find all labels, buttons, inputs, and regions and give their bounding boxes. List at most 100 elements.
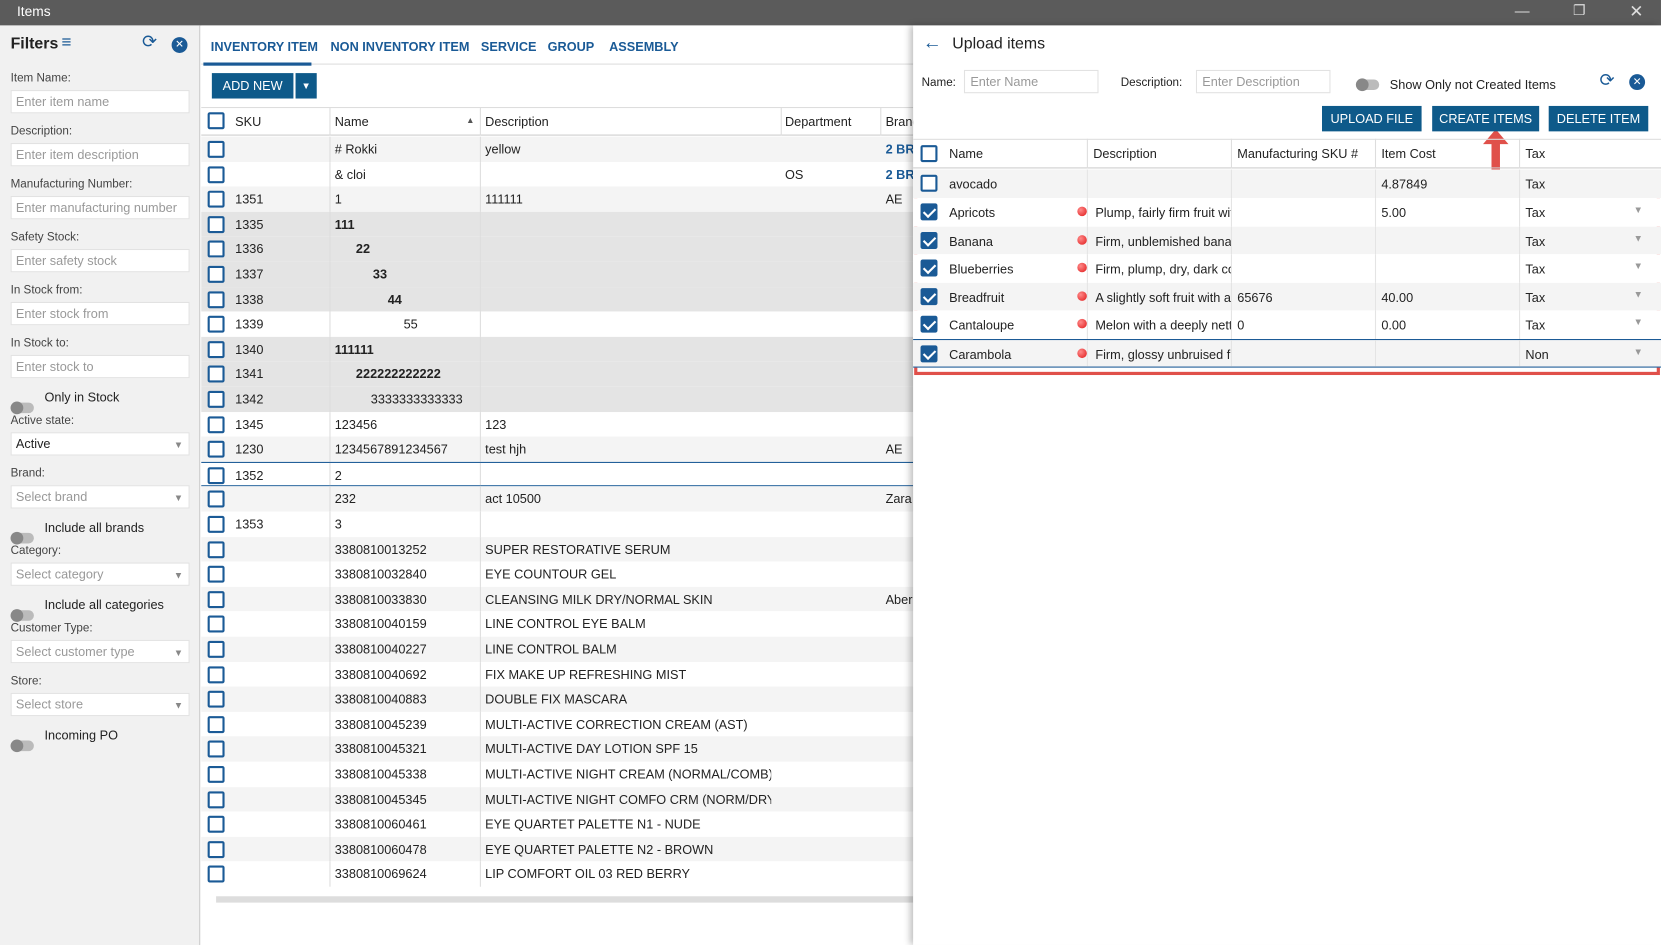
checkbox[interactable] [208, 291, 225, 308]
checkbox[interactable] [208, 467, 225, 484]
checkbox[interactable] [208, 716, 225, 733]
checkbox[interactable] [921, 345, 938, 362]
column-header[interactable]: Tax [1525, 145, 1545, 162]
checkbox[interactable] [208, 516, 225, 533]
text-input[interactable]: Enter manufacturing number [11, 196, 190, 219]
table-row[interactable]: 13511111111AE [201, 187, 913, 212]
checkbox[interactable] [208, 491, 225, 508]
checkbox[interactable] [208, 591, 225, 608]
checkbox[interactable] [921, 145, 938, 162]
checkbox[interactable] [208, 441, 225, 458]
clear-icon[interactable]: ✕ [172, 37, 188, 53]
dropdown[interactable]: Active▼ [11, 432, 190, 455]
tab[interactable]: SERVICE [481, 38, 537, 55]
checkbox[interactable] [921, 316, 938, 333]
table-row[interactable]: 3380810040227LINE CONTROL BALM [201, 637, 913, 662]
text-input[interactable]: Enter safety stock [11, 249, 190, 272]
checkbox[interactable] [208, 641, 225, 658]
add-new-button[interactable]: ADD NEW [212, 73, 294, 98]
checkbox[interactable] [208, 541, 225, 558]
table-row[interactable]: & cloiOS2 BRA [201, 162, 913, 187]
text-input[interactable]: Enter item description [11, 143, 190, 166]
minimize-button[interactable]: — [1515, 2, 1530, 19]
upload-row[interactable]: CantaloupeMelon with a deeply nette00.00… [913, 311, 1661, 339]
checkbox[interactable] [208, 366, 225, 383]
upload-row[interactable]: BreadfruitA slightly soft fruit with an6… [913, 283, 1661, 311]
close-icon[interactable]: ✕ [1629, 74, 1645, 90]
checkbox[interactable] [208, 216, 225, 233]
table-row[interactable]: 13533 [201, 512, 913, 537]
text-input[interactable]: Enter stock to [11, 355, 190, 378]
table-row[interactable]: 3380810069624LIP COMFORT OIL 03 RED BERR… [201, 862, 913, 887]
table-row[interactable]: 3380810060461EYE QUARTET PALETTE N1 - NU… [201, 812, 913, 837]
checkbox[interactable] [921, 175, 938, 192]
table-row[interactable]: 1341222222222222 [201, 362, 913, 387]
checkbox[interactable] [208, 791, 225, 808]
toggle[interactable] [1356, 79, 1379, 90]
checkbox[interactable] [208, 341, 225, 358]
table-row[interactable]: 3380810045239MULTI-ACTIVE CORRECTION CRE… [201, 712, 913, 737]
dropdown-arrow[interactable]: ▼ [1633, 317, 1642, 328]
tab[interactable]: NON INVENTORY ITEM [331, 38, 470, 55]
text-input[interactable]: Enter stock from [11, 302, 190, 325]
checkbox[interactable] [208, 691, 225, 708]
column-header[interactable]: Description [485, 113, 697, 130]
toggle[interactable] [11, 741, 34, 752]
text-input[interactable]: Enter Name [964, 70, 1099, 93]
checkbox[interactable] [208, 616, 225, 633]
close-button[interactable]: ✕ [1629, 1, 1643, 22]
add-new-dropdown[interactable]: ▼ [296, 73, 317, 98]
text-input[interactable]: Enter Description [1196, 70, 1331, 93]
dropdown-arrow[interactable]: ▼ [1633, 204, 1642, 215]
table-row[interactable]: 133844 [201, 287, 913, 312]
table-row[interactable]: 3380810045338MULTI-ACTIVE NIGHT CREAM (N… [201, 762, 913, 787]
tab[interactable]: GROUP [548, 38, 595, 55]
table-row[interactable]: 13423333333333333 [201, 387, 913, 412]
table-row[interactable]: 133955 [201, 312, 913, 337]
upload-row[interactable]: ApricotsPlump, fairly firm fruit with5.0… [913, 198, 1661, 226]
table-row[interactable]: 3380810032840EYE COUNTOUR GEL [201, 562, 913, 587]
upload-row[interactable]: CarambolaFirm, glossy unbruised fruNon▼ [913, 339, 1661, 367]
checkbox[interactable] [208, 816, 225, 833]
column-header[interactable]: Description [1093, 145, 1157, 162]
table-row[interactable]: 3380810045321MULTI-ACTIVE DAY LOTION SPF… [201, 737, 913, 762]
dropdown-arrow[interactable]: ▼ [1633, 346, 1642, 357]
checkbox[interactable] [208, 866, 225, 883]
upload-row[interactable]: BlueberriesFirm, plump, dry, dark coloTa… [913, 254, 1661, 282]
table-row[interactable]: 3380810013252SUPER RESTORATIVE SERUM [201, 537, 913, 562]
filter-icon[interactable]: ≡ [61, 34, 71, 53]
upload-row[interactable]: BananaFirm, unblemished bananaTax▼ [913, 226, 1661, 254]
checkbox[interactable] [208, 766, 225, 783]
tab[interactable]: INVENTORY ITEM [211, 38, 318, 55]
tab[interactable]: ASSEMBLY [609, 38, 678, 55]
table-row[interactable]: 232act 10500Zara [201, 487, 913, 512]
table-row[interactable]: 13522 [201, 462, 913, 487]
dropdown[interactable]: Select store▼ [11, 693, 190, 716]
table-row[interactable]: 3380810040883DOUBLE FIX MASCARA [201, 687, 913, 712]
checkbox[interactable] [208, 666, 225, 683]
checkbox[interactable] [921, 288, 938, 305]
table-row[interactable]: # Rokkiyellow2 BRA [201, 137, 913, 162]
checkbox[interactable] [208, 241, 225, 258]
checkbox[interactable] [208, 112, 225, 129]
checkbox[interactable] [208, 391, 225, 408]
checkbox[interactable] [921, 203, 938, 220]
dropdown[interactable]: Select brand▼ [11, 485, 190, 508]
table-row[interactable]: 3380810060478EYE QUARTET PALETTE N2 - BR… [201, 837, 913, 862]
checkbox[interactable] [208, 191, 225, 208]
table-row[interactable]: 1340111111 [201, 337, 913, 362]
column-header[interactable]: Name [949, 145, 983, 162]
button[interactable]: DELETE ITEM [1549, 106, 1649, 131]
dropdown-arrow[interactable]: ▼ [1633, 261, 1642, 272]
table-row[interactable]: 3380810040159LINE CONTROL EYE BALM [201, 612, 913, 637]
dropdown[interactable]: Select category▼ [11, 563, 190, 586]
table-row[interactable]: 133733 [201, 262, 913, 287]
back-arrow[interactable]: ← [923, 32, 942, 54]
column-header[interactable]: Item Cost [1381, 145, 1435, 162]
upload-row[interactable]: avocado4.87849Tax [913, 170, 1661, 199]
checkbox[interactable] [208, 266, 225, 283]
table-row[interactable]: 133622 [201, 237, 913, 262]
dropdown-arrow[interactable]: ▼ [1633, 233, 1642, 244]
table-row[interactable]: 3380810040692FIX MAKE UP REFRESHING MIST [201, 662, 913, 687]
table-row[interactable]: 3380810033830CLEANSING MILK DRY/NORMAL S… [201, 587, 913, 612]
